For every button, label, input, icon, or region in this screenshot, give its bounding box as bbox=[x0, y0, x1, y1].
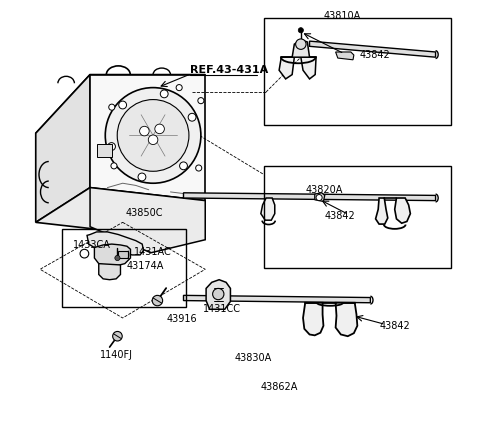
Circle shape bbox=[148, 135, 158, 145]
Polygon shape bbox=[99, 264, 120, 280]
Circle shape bbox=[108, 143, 115, 150]
Polygon shape bbox=[336, 303, 357, 336]
Circle shape bbox=[117, 99, 189, 171]
Bar bbox=[118, 251, 128, 258]
Polygon shape bbox=[183, 193, 435, 201]
Circle shape bbox=[188, 113, 196, 121]
Polygon shape bbox=[183, 295, 371, 303]
Polygon shape bbox=[395, 198, 410, 223]
Circle shape bbox=[115, 255, 120, 261]
Circle shape bbox=[176, 85, 182, 91]
Polygon shape bbox=[303, 303, 324, 335]
Circle shape bbox=[155, 124, 164, 134]
Text: 43810A: 43810A bbox=[324, 11, 361, 21]
Text: 43820A: 43820A bbox=[306, 185, 343, 195]
Text: 1433CA: 1433CA bbox=[72, 240, 110, 250]
Circle shape bbox=[113, 331, 122, 341]
Text: 43842: 43842 bbox=[379, 321, 410, 331]
Text: REF.43-431A: REF.43-431A bbox=[190, 65, 268, 75]
Bar bbox=[62, 229, 186, 307]
Circle shape bbox=[213, 288, 224, 300]
Text: 43862A: 43862A bbox=[261, 382, 298, 392]
Polygon shape bbox=[206, 280, 230, 309]
Circle shape bbox=[140, 126, 149, 136]
Circle shape bbox=[152, 295, 163, 306]
Circle shape bbox=[198, 98, 204, 104]
Circle shape bbox=[80, 249, 89, 258]
Text: 1431CC: 1431CC bbox=[203, 304, 241, 314]
Text: 43916: 43916 bbox=[166, 314, 197, 324]
Polygon shape bbox=[301, 57, 316, 79]
Text: 1140FJ: 1140FJ bbox=[100, 350, 132, 360]
Circle shape bbox=[109, 104, 115, 110]
Polygon shape bbox=[336, 52, 354, 60]
Bar bbox=[264, 18, 451, 125]
Circle shape bbox=[138, 173, 146, 181]
Circle shape bbox=[160, 90, 168, 98]
Polygon shape bbox=[310, 41, 435, 57]
Polygon shape bbox=[315, 193, 325, 201]
Circle shape bbox=[298, 27, 303, 33]
Circle shape bbox=[111, 163, 117, 169]
Polygon shape bbox=[36, 75, 205, 133]
Text: 43842: 43842 bbox=[360, 50, 390, 60]
Polygon shape bbox=[261, 198, 275, 220]
Polygon shape bbox=[292, 40, 310, 57]
Bar bbox=[96, 144, 112, 157]
Text: 43842: 43842 bbox=[325, 211, 356, 221]
Text: 43830A: 43830A bbox=[234, 353, 272, 363]
Polygon shape bbox=[279, 57, 294, 79]
Bar bbox=[264, 166, 451, 268]
Polygon shape bbox=[375, 198, 388, 224]
Text: 43850C: 43850C bbox=[126, 208, 163, 218]
Circle shape bbox=[119, 101, 127, 109]
Polygon shape bbox=[95, 244, 131, 266]
Circle shape bbox=[105, 88, 201, 183]
Circle shape bbox=[180, 162, 187, 170]
Polygon shape bbox=[90, 75, 205, 201]
Polygon shape bbox=[90, 187, 205, 253]
Circle shape bbox=[196, 165, 202, 171]
Circle shape bbox=[296, 39, 306, 49]
Circle shape bbox=[316, 194, 322, 201]
Polygon shape bbox=[36, 187, 205, 235]
Polygon shape bbox=[36, 75, 90, 222]
Text: 43174A: 43174A bbox=[127, 261, 164, 271]
Polygon shape bbox=[87, 232, 144, 255]
Text: 1431AC: 1431AC bbox=[133, 247, 171, 257]
